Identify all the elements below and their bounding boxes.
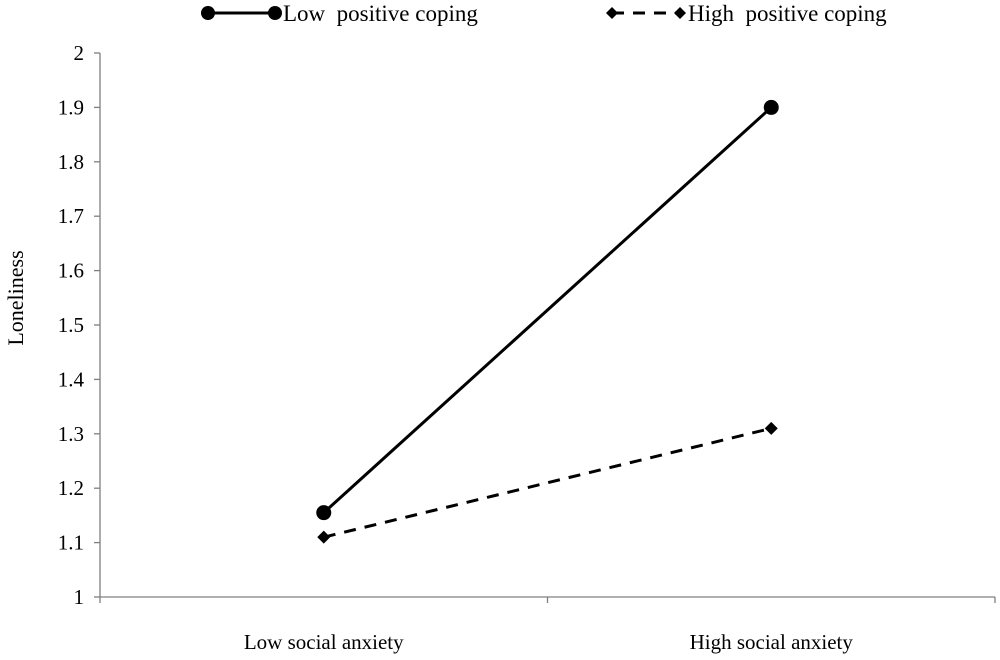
data-point-low-positive-coping [763,99,779,115]
series-layer [316,99,779,544]
series-line-high-positive-coping [323,426,772,539]
y-tick-label: 1.5 [58,313,84,337]
y-tick-label: 1.9 [58,95,84,119]
legend: Low positive coping High positive coping [201,1,887,26]
legend-marker-circle-icon [268,6,282,20]
y-tick-label: 1.8 [58,150,84,174]
y-tick-label: 1.7 [58,204,84,228]
legend-label-high-positive-coping: High positive coping [688,1,887,26]
x-ticks: Low social anxiety High social anxiety [99,597,996,654]
y-ticks: 1 1.1 1.2 1.3 1.4 1.5 1.6 1.7 1.8 1.9 2 [58,41,100,609]
y-axis-title: Loneliness [3,250,28,345]
legend-label-low-positive-coping: Low positive coping [283,1,478,26]
data-point-high-positive-coping [317,530,331,544]
y-tick-label: 2 [74,41,85,65]
y-tick-label: 1.3 [58,422,84,446]
data-point-low-positive-coping [316,505,332,521]
legend-marker-diamond-icon [606,7,618,19]
legend-entry-high-positive-coping: High positive coping [606,1,887,26]
x-tick-label: Low social anxiety [244,630,404,654]
y-tick-label: 1.4 [58,367,85,391]
axes: 1 1.1 1.2 1.3 1.4 1.5 1.6 1.7 1.8 1.9 2 Low social… [58,41,996,654]
legend-marker-circle-icon [201,6,215,20]
legend-entry-low-positive-coping: Low positive coping [201,1,478,26]
legend-marker-diamond-icon [674,7,686,19]
series-line-low-positive-coping [322,106,773,514]
y-tick-label: 1.6 [58,259,84,283]
y-tick-label: 1.2 [58,476,84,500]
data-point-high-positive-coping [764,421,778,435]
y-tick-label: 1 [74,585,85,609]
x-tick-label: High social anxiety [690,630,854,654]
y-tick-label: 1.1 [58,531,84,555]
